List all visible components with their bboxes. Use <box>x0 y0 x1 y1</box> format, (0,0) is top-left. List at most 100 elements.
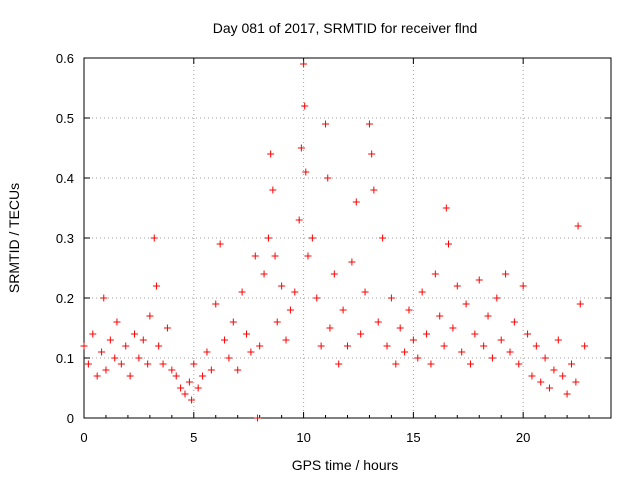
data-point <box>89 330 97 338</box>
data-point <box>431 270 439 278</box>
data-point <box>405 306 413 314</box>
data-point <box>546 384 554 392</box>
data-point <box>84 360 92 368</box>
data-point <box>269 186 277 194</box>
y-tick-label: 0.2 <box>56 291 74 306</box>
data-point <box>308 234 316 242</box>
data-point <box>251 252 259 260</box>
data-point <box>256 342 264 350</box>
data-point <box>229 318 237 326</box>
data-point <box>146 312 154 320</box>
data-point <box>442 204 450 212</box>
y-tick-label: 0.3 <box>56 231 74 246</box>
data-point <box>462 300 470 308</box>
data-point <box>365 120 373 128</box>
data-point <box>330 270 338 278</box>
data-point <box>80 342 88 350</box>
data-point <box>300 60 308 68</box>
y-tick-label: 0 <box>67 411 74 426</box>
data-point <box>324 174 332 182</box>
data-point <box>297 144 305 152</box>
data-point <box>379 234 387 242</box>
data-point <box>260 270 268 278</box>
data-point <box>278 282 286 290</box>
data-point <box>436 312 444 320</box>
data-point <box>528 372 536 380</box>
data-point <box>313 294 321 302</box>
data-point <box>282 336 290 344</box>
data-point <box>93 372 101 380</box>
data-point <box>559 372 567 380</box>
data-point <box>427 360 435 368</box>
data-point <box>572 378 580 386</box>
data-point <box>515 360 523 368</box>
data-point <box>392 360 400 368</box>
data-point <box>98 348 106 356</box>
data-point <box>497 336 505 344</box>
grid-layer <box>84 58 611 418</box>
data-point <box>409 336 417 344</box>
data-point <box>581 342 589 350</box>
data-point <box>181 390 189 398</box>
data-point <box>484 312 492 320</box>
data-point <box>387 294 395 302</box>
data-point <box>172 372 180 380</box>
y-tick-label: 0.6 <box>56 51 74 66</box>
data-point <box>126 372 134 380</box>
data-point <box>449 324 457 332</box>
data-point <box>102 366 110 374</box>
data-point <box>159 360 167 368</box>
data-series <box>80 60 589 422</box>
data-point <box>453 282 461 290</box>
data-point <box>537 378 545 386</box>
data-point <box>466 360 474 368</box>
data-point <box>502 270 510 278</box>
data-point <box>574 222 582 230</box>
data-point <box>117 360 125 368</box>
data-point <box>188 396 196 404</box>
data-point <box>271 252 279 260</box>
data-point <box>322 120 330 128</box>
data-point <box>480 342 488 350</box>
data-point <box>291 288 299 296</box>
data-point <box>368 150 376 158</box>
data-point <box>493 294 501 302</box>
data-point <box>475 276 483 284</box>
x-axis-label: GPS time / hours <box>292 457 399 473</box>
data-point <box>524 330 532 338</box>
x-tick-label: 15 <box>406 430 420 445</box>
data-point <box>295 216 303 224</box>
data-point <box>286 306 294 314</box>
data-point <box>139 336 147 344</box>
data-point <box>111 354 119 362</box>
data-point <box>152 282 160 290</box>
data-point <box>203 348 211 356</box>
data-point <box>550 366 558 374</box>
data-point <box>335 360 343 368</box>
data-point <box>177 384 185 392</box>
data-point <box>155 342 163 350</box>
data-point <box>301 102 309 110</box>
data-point <box>339 306 347 314</box>
data-point <box>370 186 378 194</box>
data-point <box>396 324 404 332</box>
data-point <box>374 318 382 326</box>
data-point <box>273 318 281 326</box>
data-point <box>131 330 139 338</box>
data-point <box>440 342 448 350</box>
data-point <box>554 336 562 344</box>
data-point <box>576 300 584 308</box>
y-tick-label: 0.4 <box>56 171 74 186</box>
data-point <box>445 240 453 248</box>
data-point <box>471 330 479 338</box>
data-point <box>135 354 143 362</box>
data-point <box>418 288 426 296</box>
data-point <box>106 336 114 344</box>
data-point <box>144 360 152 368</box>
data-point <box>253 414 261 422</box>
data-point <box>458 348 466 356</box>
y-axis-label: SRMTID / TECUs <box>6 183 22 293</box>
data-point <box>541 354 549 362</box>
data-point <box>190 360 198 368</box>
data-point <box>122 342 130 350</box>
